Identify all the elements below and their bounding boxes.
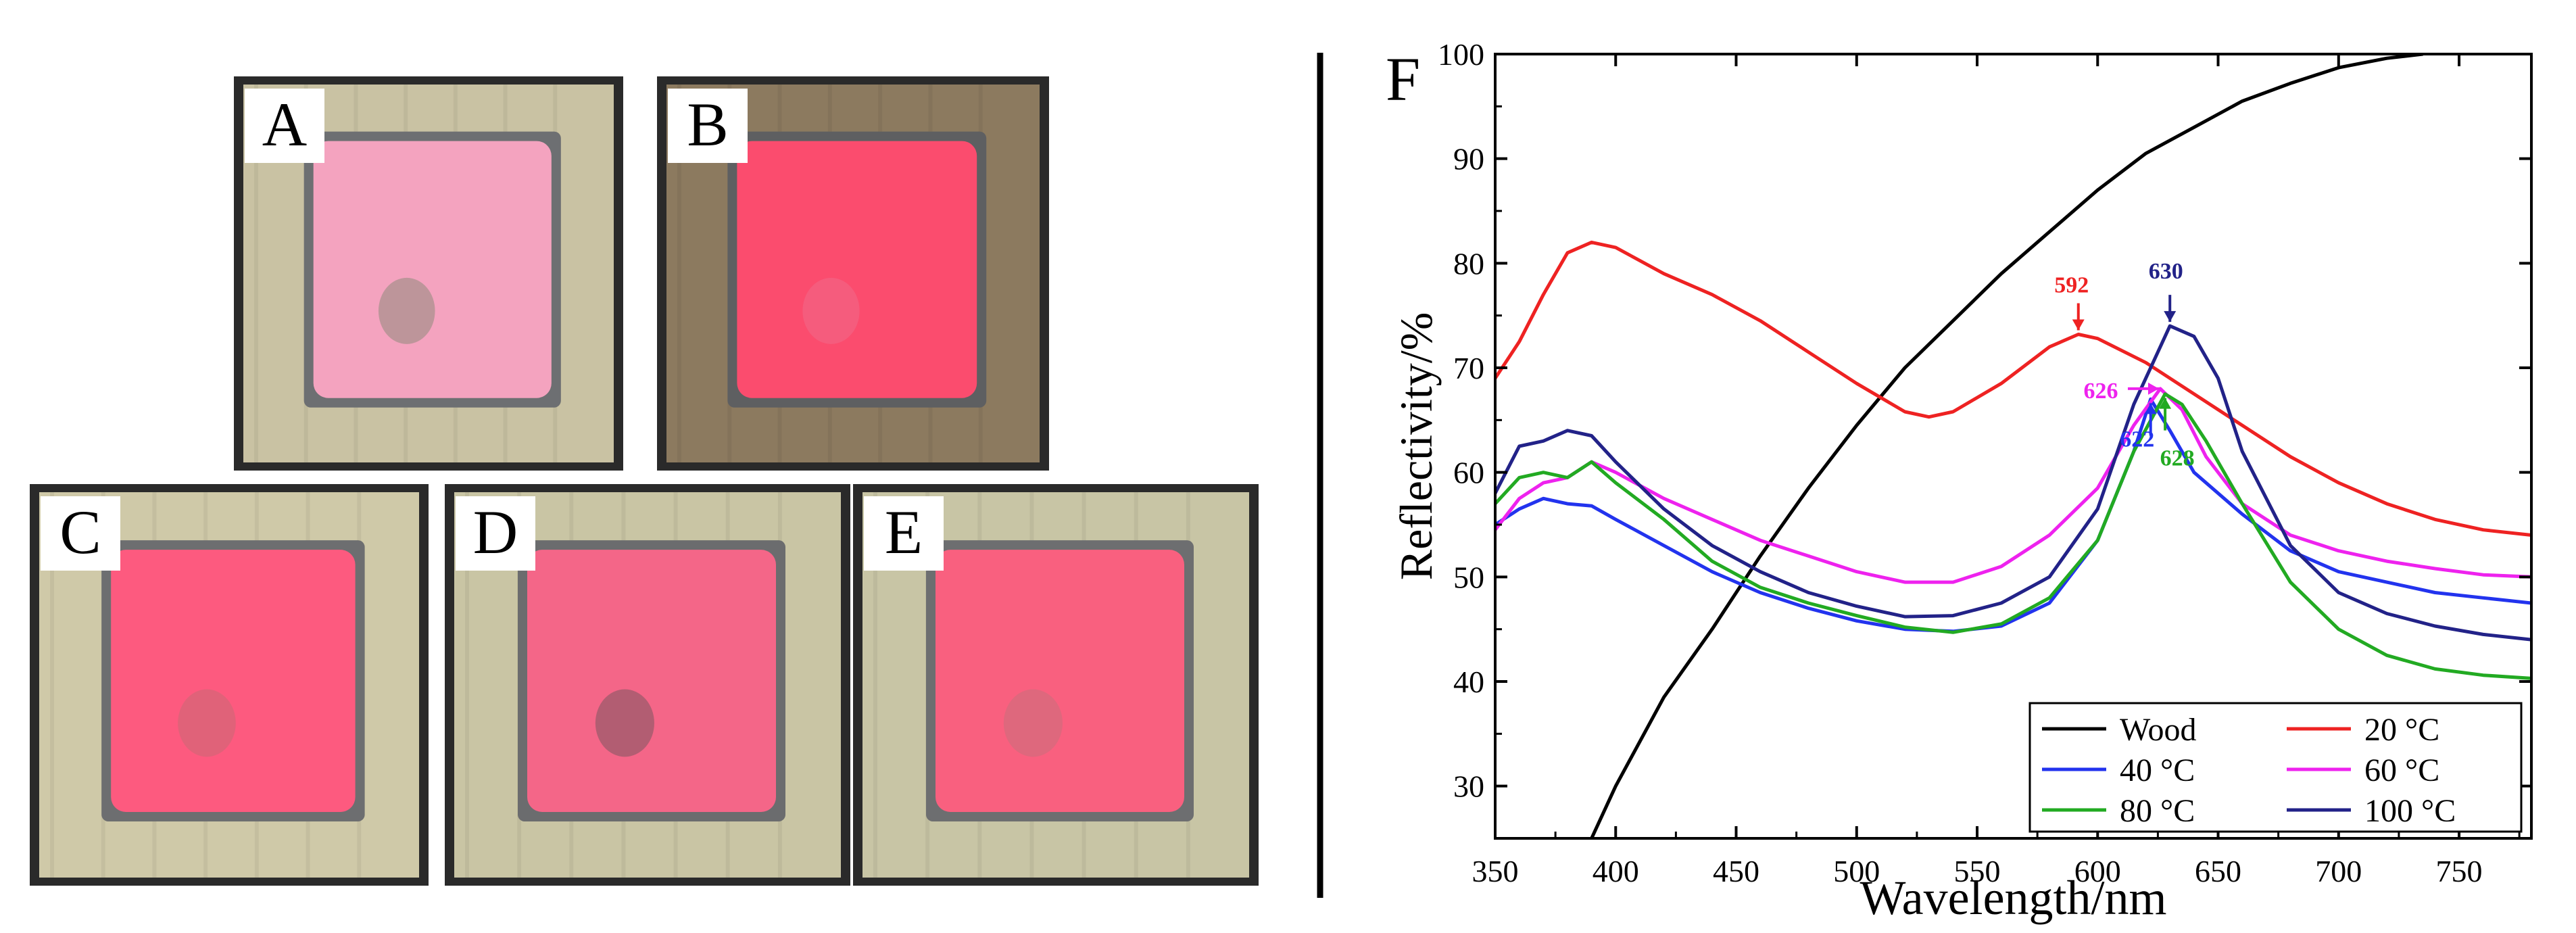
legend-label: 20 °C: [2364, 712, 2439, 748]
x-tick-label: 450: [1713, 854, 1759, 888]
coating-square: [935, 550, 1184, 812]
y-tick-label: 90: [1453, 142, 1484, 176]
x-tick-label: 500: [1833, 854, 1880, 888]
coating-square: [737, 141, 977, 398]
photo-panel-e: E: [853, 484, 1259, 886]
series-line-40-c: [1495, 397, 2531, 633]
x-axis-label: Wavelength/nm: [1860, 871, 2166, 925]
photo-panels: A B C D E: [30, 76, 1259, 886]
peak-label: 630: [2149, 259, 2183, 284]
panel-label: C: [59, 498, 101, 567]
panel-label: E: [885, 498, 923, 567]
x-tick-label: 750: [2436, 854, 2483, 888]
x-tick-label: 700: [2315, 854, 2362, 888]
x-tick-label: 650: [2195, 854, 2241, 888]
peak-label: 628: [2160, 446, 2195, 471]
y-tick-label: 60: [1453, 456, 1484, 490]
panel-label-badge: [456, 496, 535, 571]
coating-square: [313, 141, 552, 398]
series-line-20-c: [1495, 240, 2531, 537]
legend: Wood 20 °C 40 °C 60 °C 80 °C 100 °C: [2028, 702, 2523, 833]
panel-label-badge: [668, 89, 748, 163]
chart-panel-label: F: [1386, 45, 1420, 114]
peak-label: 622: [2120, 427, 2154, 452]
y-tick-label: 40: [1453, 665, 1484, 699]
coating-stain: [378, 277, 435, 344]
legend-box: [2028, 702, 2523, 833]
y-axis-label: Reflectivity/%: [1390, 312, 1442, 581]
panel-label-badge: [41, 496, 120, 571]
y-tick-label: 50: [1453, 560, 1484, 594]
y-tick-label: 80: [1453, 246, 1484, 281]
series-line-80-c: [1495, 392, 2531, 680]
wood-grain: [50, 492, 54, 878]
legend-label: 80 °C: [2120, 793, 2195, 829]
series-line-wood: [1590, 54, 2423, 838]
photo-panel-c: C: [30, 484, 429, 886]
y-tick-label: 30: [1453, 769, 1484, 804]
legend-label: 40 °C: [2120, 752, 2195, 788]
panel-label: A: [262, 90, 307, 159]
coating-stain: [178, 689, 236, 757]
x-tick-label: 400: [1593, 854, 1639, 888]
series-line-100-c: [1495, 324, 2531, 642]
coating-stain: [595, 689, 654, 757]
x-tick-label: 600: [2074, 854, 2121, 888]
photo-panel-a: A: [234, 76, 623, 471]
wood-grain: [465, 492, 469, 878]
panel-label-badge: [864, 496, 944, 571]
reflectivity-chart: F Reflectivity/% Wavelength/nm 350 400 450…: [1386, 37, 2533, 925]
peak-label: 626: [2083, 379, 2118, 404]
y-tick-label: 70: [1453, 351, 1484, 385]
plot-frame: [1494, 53, 2533, 840]
coating-stain: [1003, 689, 1063, 757]
photo-panel-d: D: [445, 484, 850, 886]
coating-square: [527, 550, 776, 812]
annotation-arrowhead: [2147, 382, 2159, 395]
wood-grain: [677, 85, 681, 462]
wood-grain: [873, 492, 877, 878]
series-line-60-c: [1495, 387, 2531, 584]
legend-label: 100 °C: [2364, 793, 2456, 829]
panel-label-badge: [245, 89, 324, 163]
y-tick-label: 100: [1438, 37, 1484, 72]
legend-label: 60 °C: [2364, 752, 2439, 788]
panel-label: B: [687, 90, 728, 159]
wood-grain: [254, 85, 258, 462]
panel-label: D: [473, 498, 518, 567]
photo-panel-b: B: [657, 76, 1049, 471]
annotation-arrowhead: [2072, 319, 2085, 331]
annotation-arrowhead: [2164, 311, 2177, 322]
series-lines: [1495, 54, 2531, 838]
legend-label: Wood: [2120, 712, 2196, 748]
coating-stain: [802, 277, 860, 344]
coating-square: [111, 550, 356, 812]
peak-label: 592: [2054, 273, 2089, 298]
x-tick-label: 350: [1472, 854, 1519, 888]
x-tick-label: 550: [1954, 854, 2001, 888]
annotation-arrowhead: [2159, 398, 2172, 409]
annotation-arrowhead: [2144, 403, 2157, 414]
